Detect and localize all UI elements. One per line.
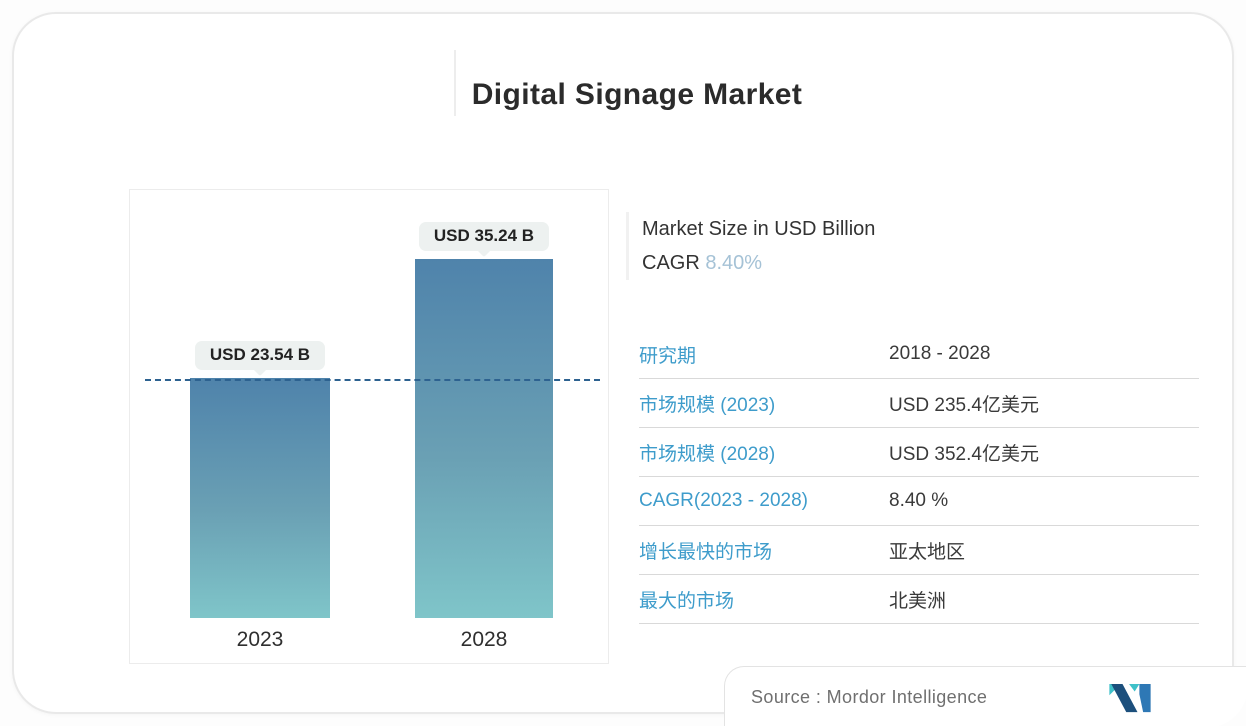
row-label: 最大的市场	[639, 590, 735, 612]
row-value: 8.40 %	[889, 490, 949, 511]
table-row: 研究期 2018 - 2028	[639, 330, 1199, 379]
row-value: 亚太地区	[889, 541, 966, 563]
row-value: 2018 - 2028	[889, 343, 991, 364]
cagr-value: 8.40%	[705, 252, 763, 274]
table-row: CAGR(2023 - 2028) 8.40 %	[639, 477, 1199, 526]
bar-2023	[190, 378, 330, 618]
source-bar: Source : Mordor Intelligence	[724, 666, 1246, 726]
row-value: USD 352.4亿美元	[889, 443, 1039, 465]
row-label: CAGR(2023 - 2028)	[639, 490, 808, 511]
table-row: 增长最快的市场 亚太地区	[639, 526, 1199, 575]
bar-2028	[415, 259, 553, 618]
source-label: Source :	[751, 687, 822, 707]
dashed-reference-line	[145, 379, 600, 381]
source-name: Mordor Intelligence	[826, 687, 988, 707]
row-label: 市场规模 (2023)	[639, 394, 776, 416]
row-label: 市场规模 (2028)	[639, 443, 776, 465]
table-row: 市场规模 (2028) USD 352.4亿美元	[639, 428, 1199, 477]
row-label: 增长最快的市场	[639, 541, 773, 563]
market-size-caption: Market Size in USD Billion	[642, 218, 876, 240]
mordor-intelligence-m-logo	[1109, 683, 1151, 712]
table-row: 市场规模 (2023) USD 235.4亿美元	[639, 379, 1199, 428]
report-card: Digital Signage Market USD 23.54 B USD 3…	[12, 12, 1246, 726]
market-summary-block: Market Size in USD Billion CAGR 8.40%	[626, 212, 875, 280]
source-attribution: Source : Mordor Intelligence	[751, 687, 987, 708]
bar-value-label: USD 35.24 B	[418, 222, 550, 251]
key-stats-table: 研究期 2018 - 2028 市场规模 (2023) USD 235.4亿美元…	[639, 330, 1199, 624]
row-value: USD 235.4亿美元	[889, 394, 1039, 416]
page-title: Digital Signage Market	[471, 78, 803, 111]
bar-value-callout-2028: USD 35.24 B	[395, 222, 573, 251]
cagr-label: CAGR	[642, 252, 700, 274]
bar-value-callout-2023: USD 23.54 B	[170, 341, 350, 370]
market-bar-chart: USD 23.54 B USD 35.24 B 2023 2028	[129, 189, 609, 664]
x-axis-label-2023: 2023	[236, 628, 284, 651]
title-divider	[454, 50, 456, 116]
row-label: 研究期	[639, 345, 697, 367]
bar-value-label: USD 23.54 B	[194, 341, 326, 370]
cagr-line: CAGR 8.40%	[642, 246, 875, 280]
row-value: 北美洲	[889, 590, 947, 612]
x-axis-label-2028: 2028	[460, 628, 508, 651]
table-row: 最大的市场 北美洲	[639, 575, 1199, 624]
